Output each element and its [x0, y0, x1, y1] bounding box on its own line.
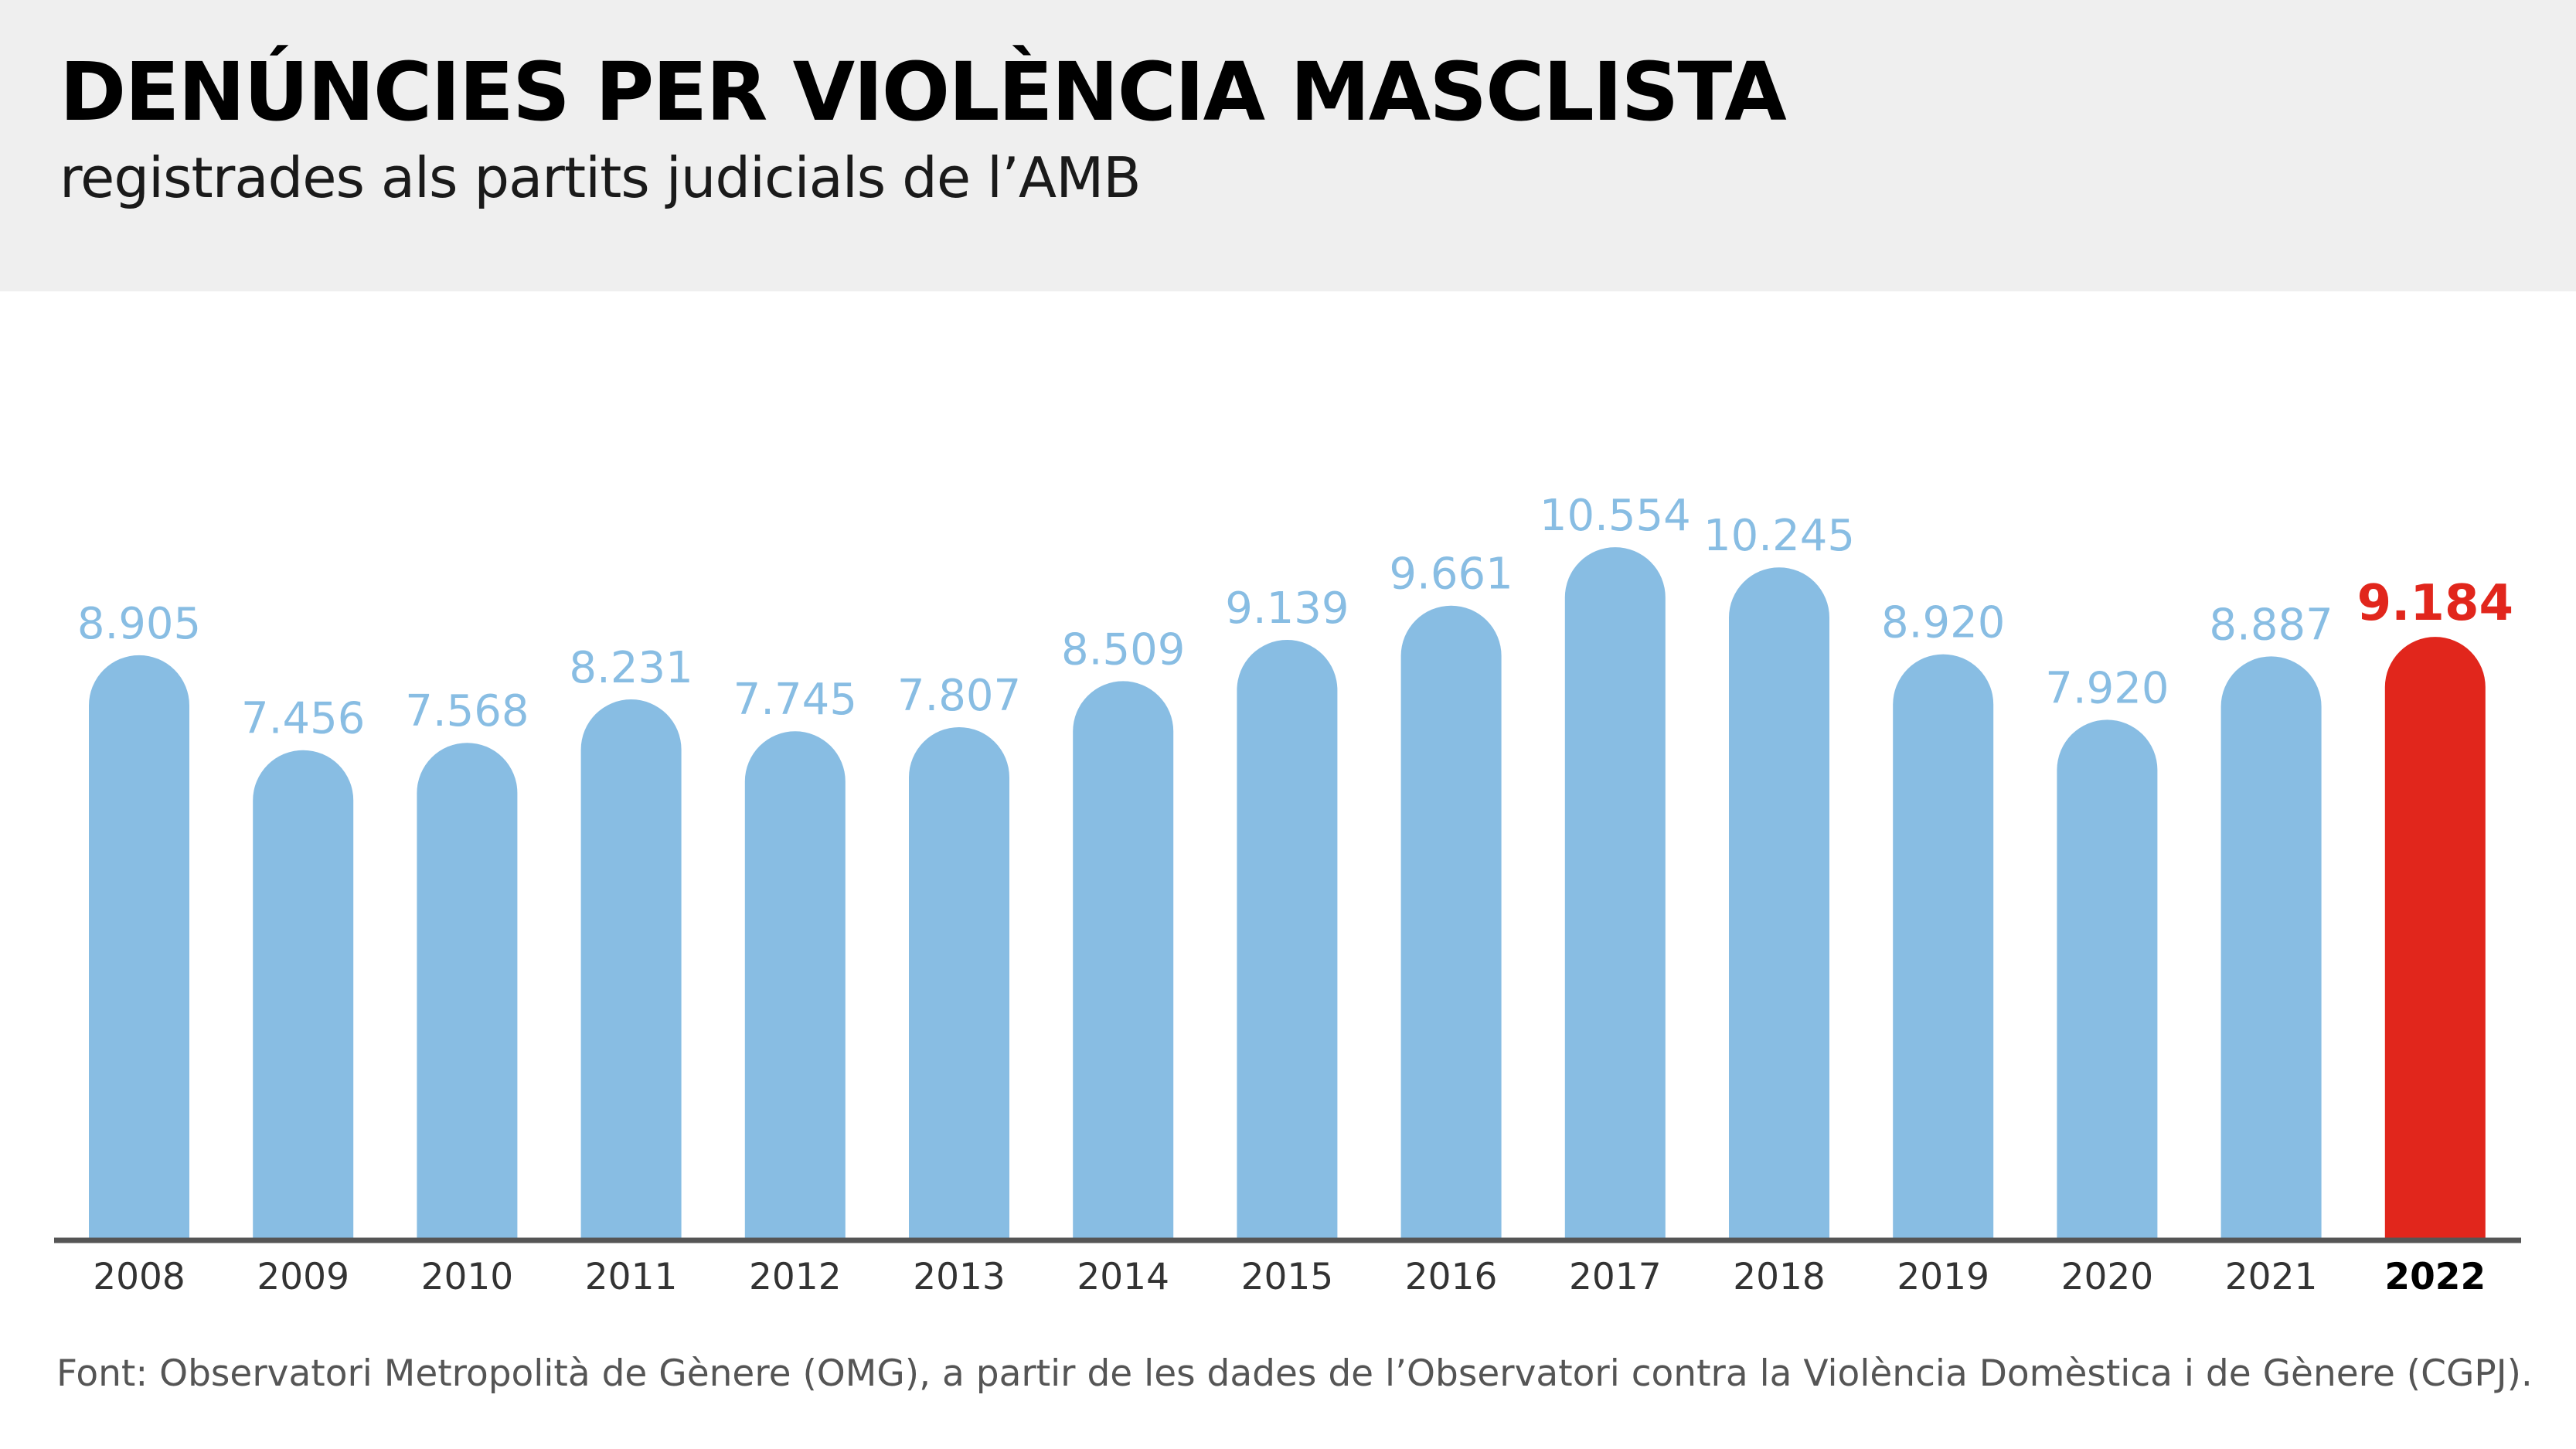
x-tick-label-2020: 2020 [2061, 1256, 2154, 1298]
bar-2013 [909, 726, 1009, 1239]
value-label-2009: 7.456 [241, 694, 365, 744]
bar-2011 [580, 699, 682, 1239]
x-tick-label-2014: 2014 [1077, 1256, 1169, 1298]
x-tick-label-2011: 2011 [585, 1256, 678, 1298]
x-tick-label-2013: 2013 [913, 1256, 1006, 1298]
bar-chart: 8.905 2008 7.456 2009 7.568 2010 8.231 2011 7.74… [54, 491, 2521, 1298]
bar-2021 [2220, 656, 2322, 1239]
bar-2018 [1729, 567, 1829, 1239]
x-tick-label-2010: 2010 [421, 1256, 514, 1298]
x-tick-label-2015: 2015 [1241, 1256, 1334, 1298]
value-label-2019: 8.920 [1881, 598, 2005, 648]
value-label-2008: 8.905 [77, 599, 201, 649]
bar-2010 [417, 743, 518, 1239]
value-label-2010: 7.568 [405, 686, 529, 736]
chart-subtitle: registrades als partits judicials de l’A… [60, 145, 1142, 210]
bar-2022 [2384, 637, 2486, 1239]
bar-2008 [89, 655, 189, 1239]
x-tick-label-2016: 2016 [1405, 1256, 1498, 1298]
value-label-2013: 7.807 [897, 671, 1021, 721]
bar-2015 [1237, 639, 1338, 1239]
value-label-2015: 9.139 [1225, 583, 1349, 634]
x-tick-label-2021: 2021 [2225, 1256, 2318, 1298]
bar-2009 [253, 750, 354, 1239]
value-label-2012: 7.745 [733, 675, 857, 725]
value-label-2011: 8.231 [569, 643, 692, 693]
bar-2019 [1893, 654, 1994, 1239]
source-note: Font: Observatori Metropolità de Gènere … [56, 1352, 2533, 1395]
x-tick-label-2009: 2009 [257, 1256, 349, 1298]
x-tick-label-2012: 2012 [749, 1256, 842, 1298]
bar-2014 [1073, 681, 1174, 1239]
bar-2016 [1400, 605, 1502, 1239]
x-tick-label-2017: 2017 [1569, 1256, 1662, 1298]
x-tick-label-2008: 2008 [93, 1256, 185, 1298]
x-tick-label-2018: 2018 [1733, 1256, 1826, 1298]
value-label-2017: 10.554 [1540, 491, 1691, 541]
value-label-2021: 8.887 [2209, 600, 2333, 650]
x-tick-label-2022: 2022 [2384, 1256, 2486, 1298]
value-label-2014: 8.509 [1061, 624, 1185, 675]
value-label-2016: 9.661 [1389, 549, 1513, 600]
header-band: DENÚNCIES PER VIOLÈNCIA MASCLISTA regist… [0, 0, 2576, 291]
x-tick-label-2019: 2019 [1897, 1256, 1989, 1298]
chart-title: DENÚNCIES PER VIOLÈNCIA MASCLISTA [60, 45, 1787, 139]
bar-2012 [744, 731, 846, 1239]
bar-2020 [2057, 719, 2158, 1239]
value-label-2018: 10.245 [1703, 511, 1855, 561]
value-label-2022: 9.184 [2357, 575, 2513, 632]
bar-2017 [1564, 547, 1666, 1239]
value-label-2020: 7.920 [2045, 663, 2169, 713]
